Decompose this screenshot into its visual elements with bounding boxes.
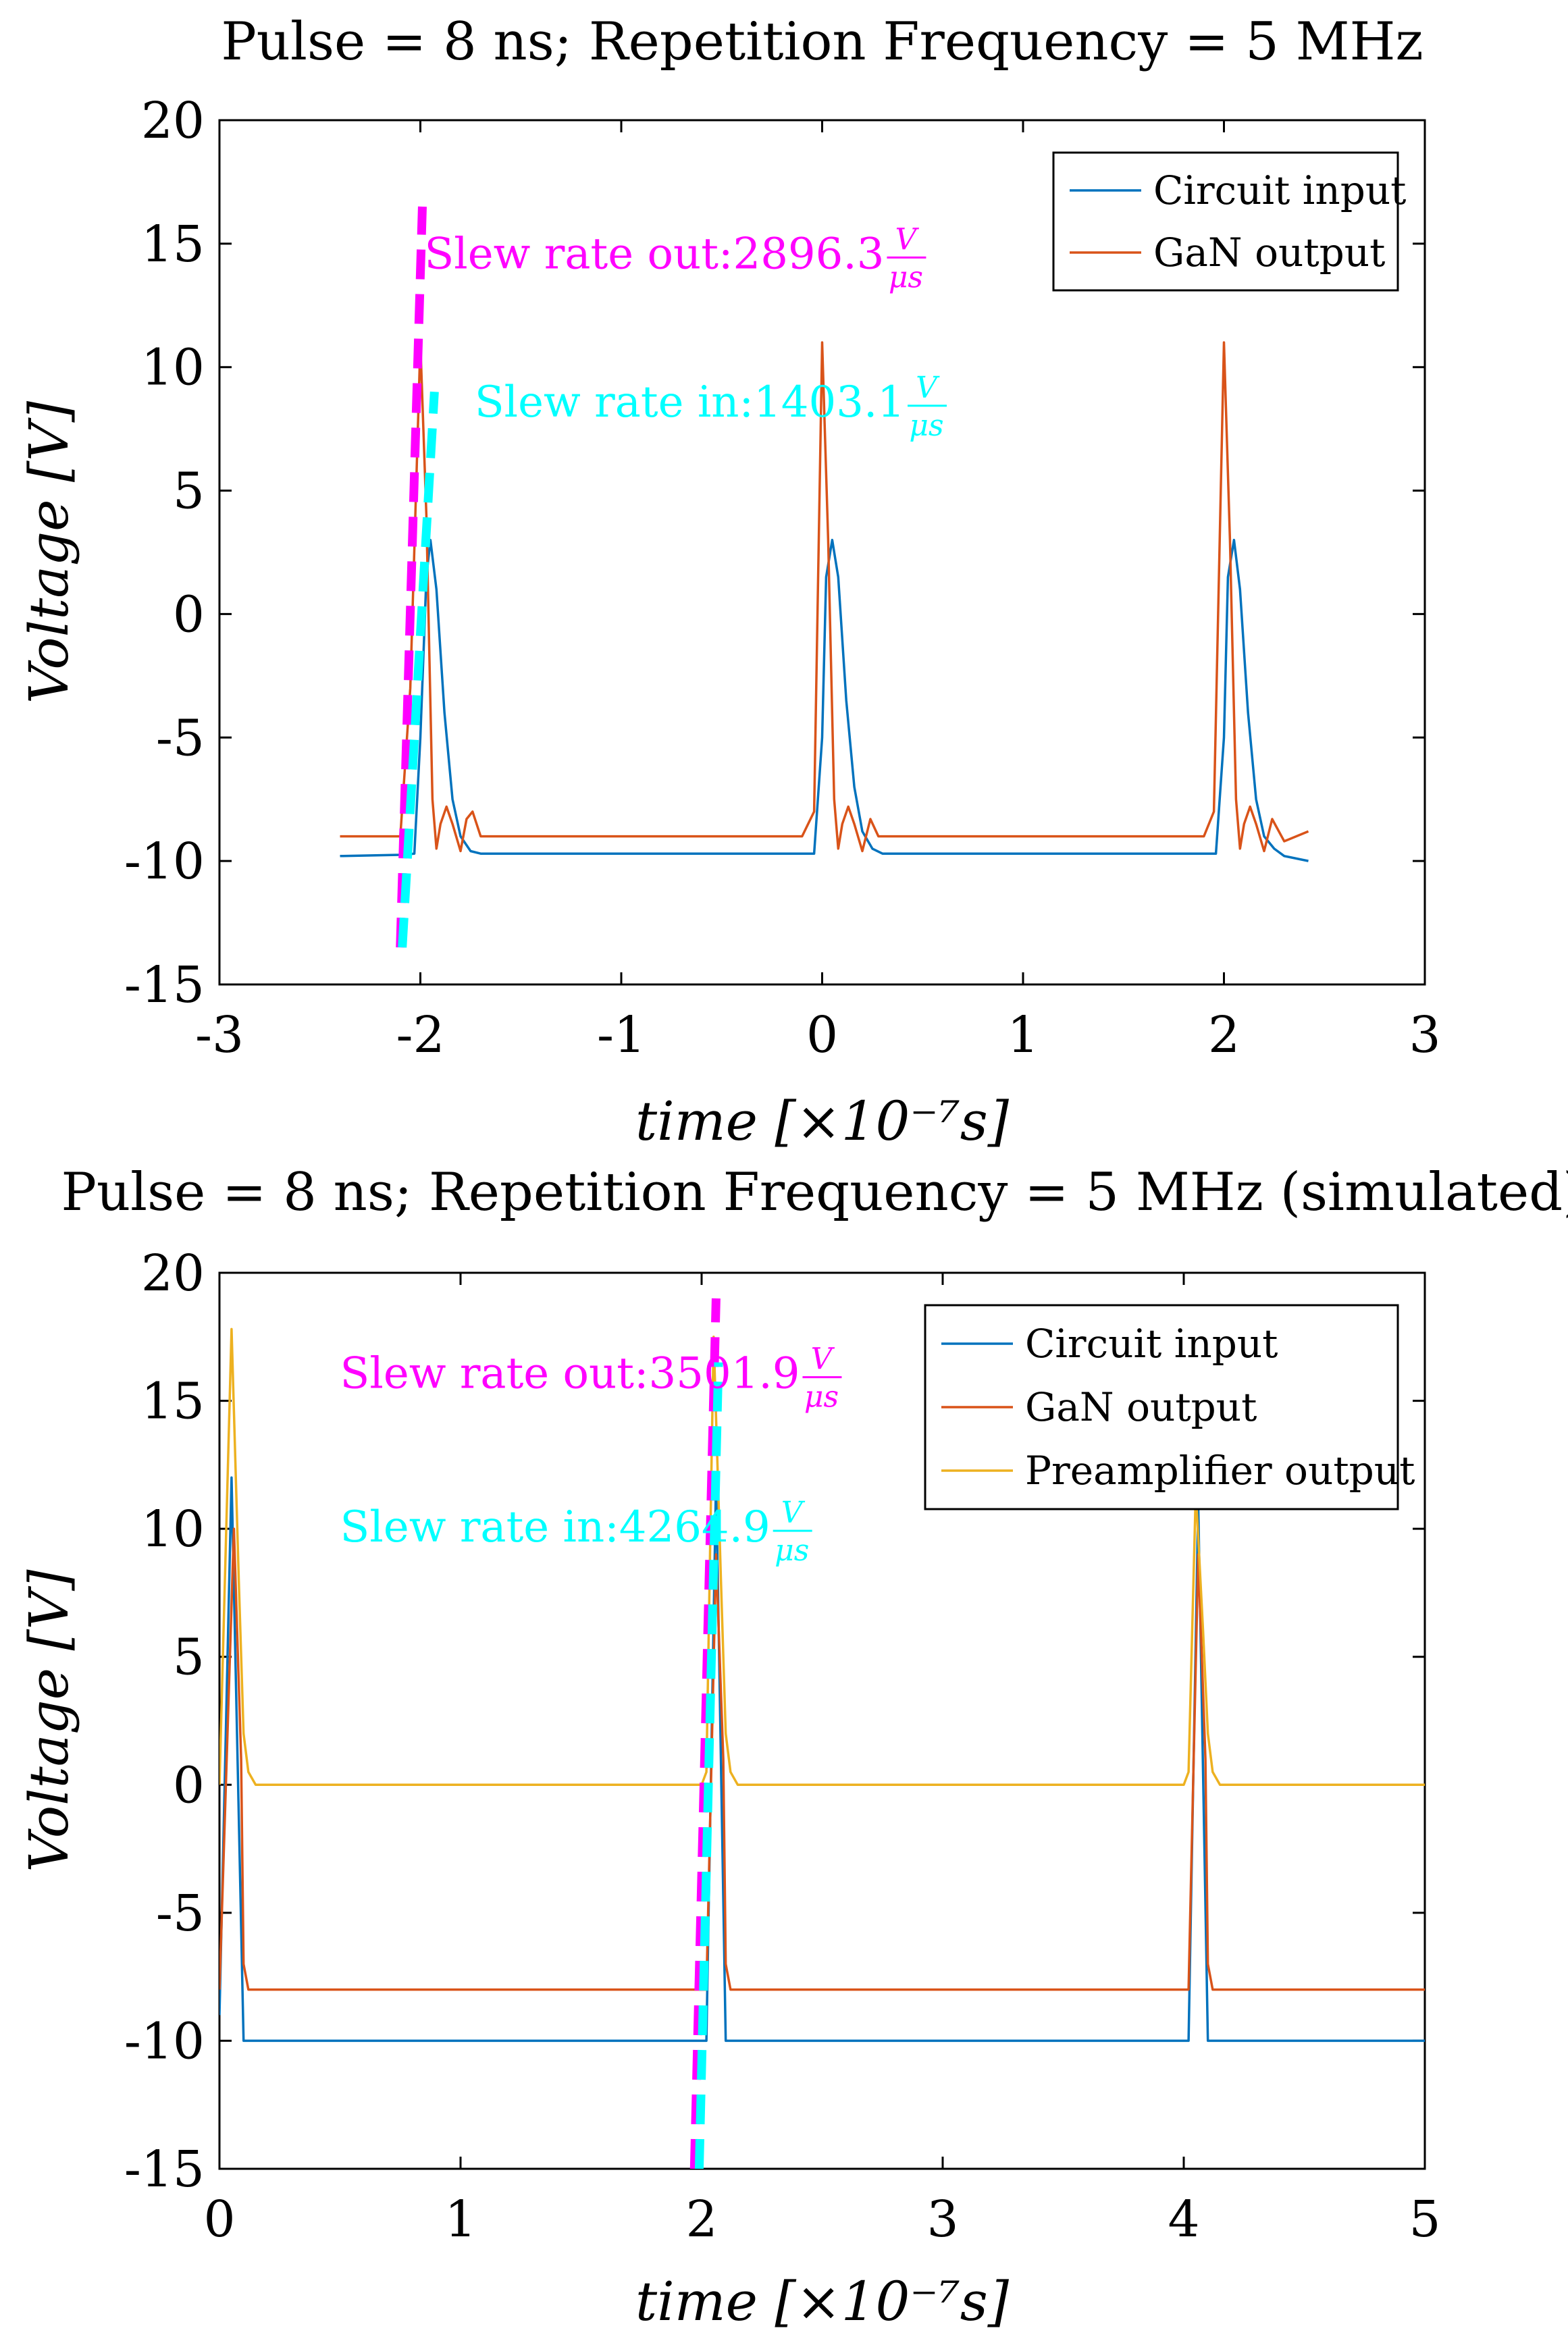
y-tick-label: -10 xyxy=(124,833,205,891)
series-line-gan-output xyxy=(219,1527,1425,1991)
y-tick-label: -5 xyxy=(156,709,205,767)
x-tick-label: 2 xyxy=(1208,1006,1240,1064)
x-tick-label: 0 xyxy=(806,1006,838,1064)
x-tick-label: -2 xyxy=(396,1006,444,1064)
slew-line-slew-rate-in xyxy=(694,1362,723,2169)
x-ticks: 0 1 2 3 4 5 xyxy=(203,1273,1441,2248)
x-ticks: -3 -2 -1 0 1 2 3 xyxy=(195,120,1441,1064)
slew-annotation: Slew rate out:3501.9 Vμs xyxy=(340,1342,842,1415)
annotation-text: Slew rate out:2896.3 xyxy=(424,229,884,279)
x-tick-label: 0 xyxy=(203,2190,235,2248)
series-line-circuit-input xyxy=(219,1476,1425,2043)
annotation-text: Slew rate out:3501.9 xyxy=(340,1349,800,1399)
slew-annotation: Slew rate in:1403.1 Vμs xyxy=(475,371,947,443)
legend-entry: GaN output xyxy=(1025,1384,1257,1430)
x-tick-label: 4 xyxy=(1168,2190,1199,2248)
y-tick-label: 10 xyxy=(141,339,205,397)
slew-annotation: Slew rate in:4264.9 Vμs xyxy=(340,1496,812,1568)
legend: Circuit input GaN output xyxy=(1052,151,1406,292)
x-axis-label: time [×10⁻⁷s] xyxy=(635,1090,1010,1153)
fraction-denominator: μs xyxy=(909,409,943,443)
slew-line-slew-rate-out xyxy=(396,206,427,948)
y-tick-label: 0 xyxy=(173,585,205,643)
legend-entry: Preamplifier output xyxy=(1025,1448,1415,1494)
y-tick-label: -10 xyxy=(124,2012,205,2070)
y-tick-label: 10 xyxy=(141,1500,205,1558)
y-axis-label: Voltage [V] xyxy=(18,400,80,704)
x-tick-label: -3 xyxy=(195,1006,244,1064)
legend-box xyxy=(1052,151,1399,292)
y-tick-label: 5 xyxy=(173,1629,205,1687)
x-tick-label: 1 xyxy=(1007,1006,1039,1064)
annotation-text: Slew rate in:4264.9 xyxy=(340,1502,770,1552)
y-tick-label: 0 xyxy=(173,1756,205,1814)
fraction-numerator: V xyxy=(916,371,940,405)
legend-entry: Circuit input xyxy=(1025,1321,1278,1367)
x-tick-label: 2 xyxy=(685,2190,717,2248)
fraction-denominator: μs xyxy=(804,1380,839,1415)
series-line-preamplifier-output xyxy=(219,1327,1425,1787)
y-tick-label: 15 xyxy=(141,1373,205,1431)
y-tick-label: 20 xyxy=(141,1244,205,1302)
series-line-circuit-input xyxy=(340,538,1309,862)
plot-area xyxy=(340,206,1309,948)
y-ticks: -15 -10 -5 0 5 10 15 20 xyxy=(124,1244,1425,2199)
chart-title: Pulse = 8 ns; Repetition Frequency = 5 M… xyxy=(221,11,1423,72)
fraction-numerator: V xyxy=(895,222,920,257)
y-ticks: -15 -10 -5 0 5 10 15 20 xyxy=(124,92,1425,1014)
x-tick-label: 5 xyxy=(1409,2190,1440,2248)
x-tick-label: 3 xyxy=(1409,1006,1440,1064)
annotation-text: Slew rate in:1403.1 xyxy=(475,377,905,427)
y-tick-label: 20 xyxy=(141,92,205,150)
fraction-numerator: V xyxy=(781,1496,806,1530)
legend-entry: GaN output xyxy=(1153,230,1385,275)
slew-line-slew-rate-in xyxy=(398,391,439,948)
fraction-denominator: μs xyxy=(775,1533,809,1568)
legend-entry: Circuit input xyxy=(1153,167,1406,213)
x-tick-label: 3 xyxy=(926,2190,958,2248)
chart-2: Pulse = 8 ns; Repetition Frequency = 5 M… xyxy=(18,1162,1568,2333)
y-tick-label: -15 xyxy=(124,956,205,1014)
y-tick-label: -15 xyxy=(124,2140,205,2199)
y-axis-label: Voltage [V] xyxy=(18,1569,80,1872)
chart-1: Pulse = 8 ns; Repetition Frequency = 5 M… xyxy=(18,11,1441,1153)
plot-area xyxy=(219,1298,1425,2169)
chart-title: Pulse = 8 ns; Repetition Frequency = 5 M… xyxy=(61,1162,1568,1223)
fraction-numerator: V xyxy=(811,1342,835,1377)
slew-annotation: Slew rate out:2896.3 Vμs xyxy=(424,222,926,294)
x-tick-label: 1 xyxy=(444,2190,476,2248)
y-tick-label: 5 xyxy=(173,463,205,521)
axes-box xyxy=(218,1271,1426,2170)
y-tick-label: -5 xyxy=(156,1885,205,1943)
x-axis-label: time [×10⁻⁷s] xyxy=(635,2270,1010,2333)
fraction-denominator: μs xyxy=(889,260,923,294)
y-tick-label: 15 xyxy=(141,215,205,273)
series-line-gan-output xyxy=(340,341,1309,853)
legend: Circuit input GaN output Preamplifier outp… xyxy=(924,1304,1415,1510)
x-tick-label: -1 xyxy=(597,1006,646,1064)
